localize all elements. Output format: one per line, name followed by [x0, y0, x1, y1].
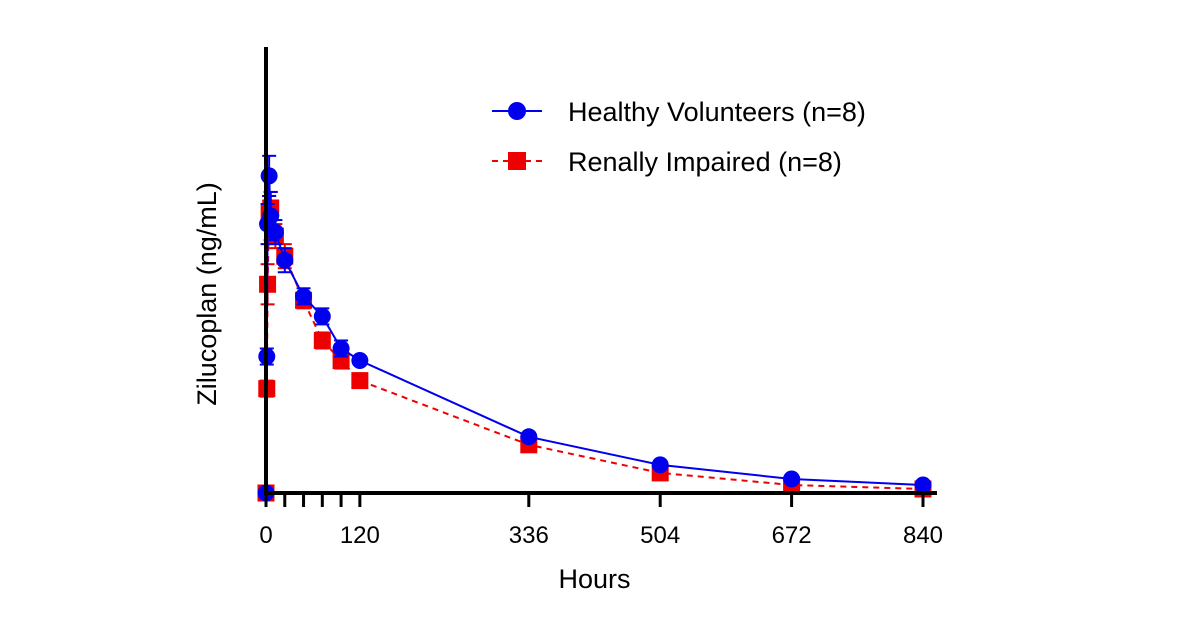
x-tick-label: 120	[340, 522, 380, 549]
x-tick-label: 840	[903, 522, 943, 549]
series-line	[265, 175, 924, 494]
legend-label: Renally Impaired (n=8)	[568, 147, 842, 177]
data-point	[313, 307, 331, 325]
data-point	[276, 251, 294, 269]
legend-marker	[508, 102, 526, 120]
data-point	[520, 428, 538, 446]
series-healthy-volunteers	[257, 154, 932, 502]
data-point	[313, 331, 331, 349]
y-axis-title: Zilucoplan (ng/mL)	[192, 182, 222, 406]
data-point	[914, 476, 932, 494]
series-renally-impaired	[257, 190, 932, 502]
x-tick-label: 672	[772, 522, 812, 549]
series-layer	[257, 154, 932, 502]
data-point	[651, 456, 669, 474]
legend-marker	[508, 152, 526, 170]
data-point	[783, 470, 801, 488]
data-point	[351, 352, 369, 370]
data-point	[332, 339, 350, 357]
x-axis-title: Hours	[558, 564, 630, 594]
legend: Healthy Volunteers (n=8) Renally Impaired…	[492, 97, 866, 177]
x-tick-label: 504	[640, 522, 680, 549]
data-point	[260, 167, 278, 185]
data-point	[295, 287, 313, 305]
data-point	[266, 223, 284, 241]
x-tick-label: 336	[509, 522, 549, 549]
axes-layer: 0 120 336 504 672 840	[259, 47, 943, 549]
legend-item-renally-impaired: Renally Impaired (n=8)	[492, 147, 842, 177]
data-point	[351, 372, 369, 390]
x-tick-label: 0	[259, 522, 272, 549]
legend-label: Healthy Volunteers (n=8)	[568, 97, 866, 127]
legend-item-healthy-volunteers: Healthy Volunteers (n=8)	[492, 97, 866, 127]
